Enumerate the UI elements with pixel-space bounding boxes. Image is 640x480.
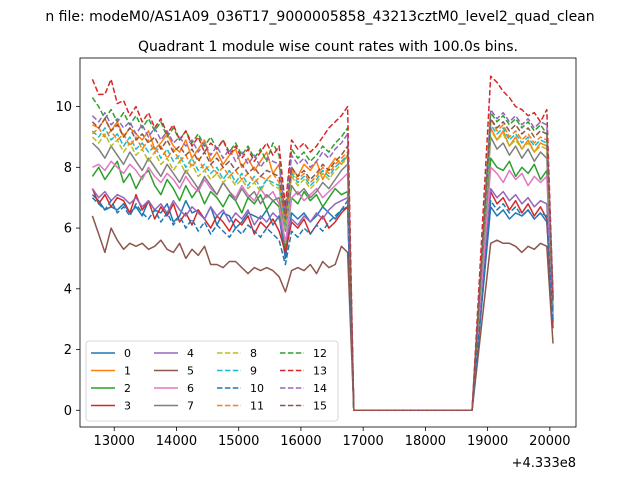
legend-label-0: 0 <box>124 347 131 360</box>
series-line-6 <box>92 160 554 412</box>
series-line-2 <box>91 157 554 412</box>
x-tick-label: 13000 <box>94 434 135 449</box>
series-line-10 <box>91 197 554 412</box>
y-tick-label: 6 <box>64 222 72 237</box>
series-line-9 <box>91 124 554 412</box>
axis-layer: 13000 14000 15000 16000 17000 18000 19000 20000… <box>55 100 570 449</box>
legend-label-8: 8 <box>250 347 257 360</box>
legend-label-12: 12 <box>313 347 327 360</box>
series-line-3 <box>91 188 554 412</box>
y-tick-label: 0 <box>64 404 72 419</box>
chart-title: Quadrant 1 module wise count rates with … <box>138 39 518 55</box>
x-tick-label: 19000 <box>467 434 508 449</box>
y-tick-label: 2 <box>64 343 72 358</box>
legend-label-11: 11 <box>250 400 264 413</box>
series-line-13 <box>91 75 554 412</box>
x-offset-label: +4.333e8 <box>512 456 576 471</box>
x-tick-label: 18000 <box>405 434 446 449</box>
legend-label-1: 1 <box>124 365 131 378</box>
y-tick-label: 8 <box>64 161 72 176</box>
y-tick-label: 4 <box>64 282 72 297</box>
legend-frame <box>85 340 339 422</box>
plot-frame <box>79 57 577 428</box>
legend-label-3: 3 <box>124 400 131 413</box>
series-line-15 <box>91 117 554 412</box>
legend-label-15: 15 <box>313 400 327 413</box>
legend-label-9: 9 <box>250 365 257 378</box>
legend-label-13: 13 <box>313 365 327 378</box>
series-line-14 <box>91 108 554 412</box>
x-tick-label: 14000 <box>156 434 197 449</box>
legend-label-4: 4 <box>187 347 194 360</box>
legend-label-6: 6 <box>187 382 194 395</box>
x-tick-label: 16000 <box>280 434 321 449</box>
series-line-7 <box>91 136 554 412</box>
series-line-5 <box>91 215 554 412</box>
figure-suptitle: n file: modeM0/AS1A09_036T17_9000005858_… <box>45 9 594 25</box>
x-tick-label: 15000 <box>218 434 259 449</box>
x-tick-label: 17000 <box>342 434 383 449</box>
legend-label-2: 2 <box>124 382 131 395</box>
series-line-4 <box>91 187 554 412</box>
legend-label-5: 5 <box>187 365 194 378</box>
y-tick-label: 10 <box>55 100 72 115</box>
series-line-12 <box>91 97 554 412</box>
series-layer <box>91 75 554 412</box>
x-tick-label: 20000 <box>529 434 570 449</box>
series-line-8 <box>91 130 554 412</box>
legend-label-10: 10 <box>250 382 264 395</box>
legend-label-7: 7 <box>187 400 194 413</box>
legend-label-14: 14 <box>313 382 327 395</box>
